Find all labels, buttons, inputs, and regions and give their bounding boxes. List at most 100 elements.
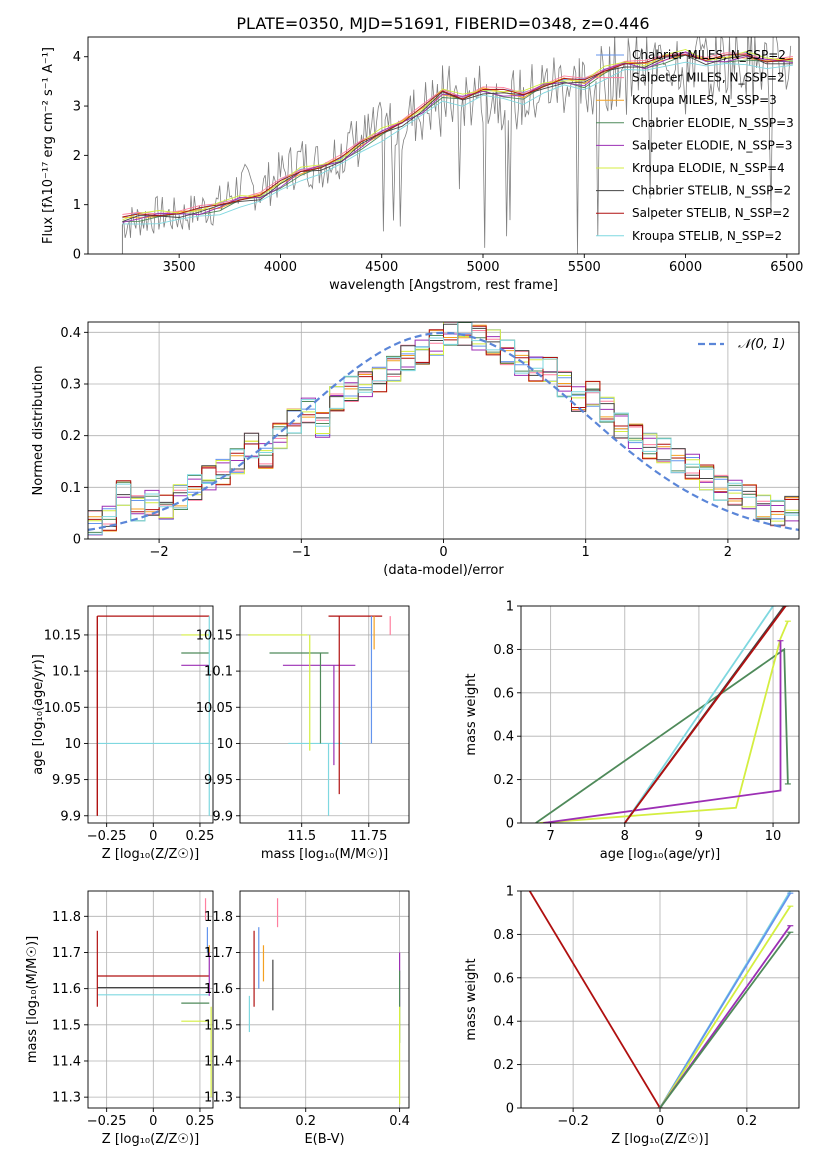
- y-tick-label: 1: [73, 198, 81, 213]
- y-tick-label: 0: [73, 533, 81, 548]
- y-tick-label: 0.2: [493, 1058, 514, 1073]
- x-tick-label: 4500: [365, 260, 398, 275]
- plot-area: [121, 37, 793, 254]
- y-tick-label: 10.1: [204, 665, 233, 680]
- series-line: [659, 892, 792, 1108]
- legend-label: 𝒩(0, 1): [738, 337, 785, 352]
- y-tick-label: 11.3: [204, 1091, 233, 1106]
- y-tick-label: 9.9: [212, 809, 233, 824]
- y-tick-label: 10: [216, 737, 233, 752]
- plot-area: [96, 898, 212, 1098]
- y-tick-label: 11.5: [52, 1018, 81, 1033]
- legend-label: Kroupa ELODIE, N_SSP=4: [632, 161, 785, 175]
- x-tick-label: 0: [149, 829, 157, 844]
- series-line: [543, 640, 782, 823]
- axes-frame: [239, 890, 410, 1109]
- y-axis-label: mass weight: [464, 673, 479, 755]
- massweight-vs-z-panel: −0.2 0 0.2 0 0.2 0.4 0.6 0.8 1 Z [log₁₀(Z/Z☉)] mas…: [464, 885, 800, 1147]
- x-tick-label: 0: [656, 1114, 664, 1129]
- series-line: [624, 606, 774, 823]
- legend-label: Chabrier MILES, N_SSP=2: [632, 48, 786, 62]
- y-tick-label: 0.2: [493, 773, 514, 788]
- axes-frame: [87, 36, 800, 255]
- series-line: [624, 606, 787, 823]
- y-tick-label: 1: [506, 600, 514, 615]
- model-spectrum-line: [122, 54, 793, 218]
- x-tick-label: 8: [621, 829, 629, 844]
- x-tick-label: 6000: [669, 260, 702, 275]
- axes-frame: [87, 605, 214, 824]
- x-tick-label: 1: [582, 545, 590, 560]
- x-axis-label: Z [log₁₀(Z/Z☉)]: [102, 1132, 199, 1147]
- legend-label: Chabrier STELIB, N_SSP=2: [632, 184, 791, 198]
- plot-area: [96, 615, 210, 816]
- y-axis-label: Normed distribution: [31, 366, 46, 496]
- grid: [88, 891, 213, 1108]
- x-axis-label: E(B-V): [304, 1132, 344, 1147]
- legend-label: Salpeter MILES, N_SSP=2: [632, 71, 785, 85]
- figure-title: PLATE=0350, MJD=51691, FIBERID=0348, z=0…: [236, 14, 649, 33]
- y-tick-label: 0: [506, 817, 514, 832]
- axes-frame: [520, 605, 800, 824]
- x-tick-label: −0.25: [87, 1114, 127, 1129]
- y-tick-label: 11.8: [52, 910, 81, 925]
- y-tick-label: 11.5: [204, 1018, 233, 1033]
- y-tick-label: 11.6: [52, 982, 81, 997]
- plot-area: [248, 898, 401, 1105]
- legend-label: Kroupa STELIB, N_SSP=2: [632, 229, 782, 243]
- x-tick-label: 6500: [770, 260, 803, 275]
- series-line: [659, 931, 792, 1108]
- axes-frame: [520, 890, 800, 1109]
- plot-area: [88, 322, 799, 536]
- y-tick-label: 0: [73, 248, 81, 263]
- x-tick-label: 3500: [163, 260, 196, 275]
- y-tick-label: 10.15: [196, 628, 233, 643]
- age-vs-z-panel: −0.25 0 0.25 9.9 9.95 10 10.05 10.1 10.15 Z [log₁…: [31, 605, 214, 862]
- y-tick-label: 3: [73, 100, 81, 115]
- y-tick-label: 9.9: [60, 809, 81, 824]
- y-tick-label: 0.6: [493, 971, 514, 986]
- x-tick-label: −2: [150, 545, 169, 560]
- x-axis-label: Z [log₁₀(Z/Z☉)]: [611, 1132, 708, 1147]
- x-axis-label: age [log₁₀(age/yr)]: [600, 847, 721, 862]
- residual-histogram: [88, 325, 799, 531]
- x-tick-label: 10: [765, 829, 782, 844]
- y-tick-label: 1: [506, 885, 514, 900]
- x-axis-label: (data-model)/error: [383, 563, 504, 578]
- y-tick-label: 11.4: [52, 1054, 81, 1069]
- x-tick-label: 0.25: [185, 829, 214, 844]
- y-tick-label: 10.15: [44, 628, 81, 643]
- y-tick-label: 11.7: [52, 946, 81, 961]
- series-line: [535, 647, 789, 823]
- y-tick-label: 0.8: [493, 928, 514, 943]
- x-tick-label: 0.25: [185, 1114, 214, 1129]
- y-tick-label: 10.05: [196, 701, 233, 716]
- mass-vs-z-panel: −0.25 0 0.25 11.3 11.4 11.5 11.6 11.7 11.8 Z [log…: [25, 890, 214, 1147]
- x-tick-label: −0.25: [87, 829, 127, 844]
- x-tick-label: 2: [724, 545, 732, 560]
- x-tick-label: 11.5: [287, 829, 316, 844]
- y-tick-label: 0: [506, 1102, 514, 1117]
- axes-frame: [239, 605, 410, 824]
- y-axis-label: age [log₁₀(age/yr)]: [31, 654, 46, 775]
- legend-label: Chabrier ELODIE, N_SSP=3: [632, 116, 794, 130]
- y-tick-label: 10.1: [52, 665, 81, 680]
- y-tick-label: 0.2: [60, 429, 81, 444]
- series-line: [539, 620, 789, 823]
- x-axis-label: Z [log₁₀(Z/Z☉)]: [102, 847, 199, 862]
- model-spectrum-line: [122, 54, 793, 219]
- y-tick-label: 0.4: [493, 1015, 514, 1030]
- series-line: [659, 905, 792, 1108]
- axes-frame: [87, 321, 800, 540]
- x-tick-label: 5500: [568, 260, 601, 275]
- y-tick-label: 0.4: [60, 326, 81, 341]
- y-tick-label: 10: [64, 737, 81, 752]
- y-tick-label: 2: [73, 149, 81, 164]
- y-tick-label: 11.8: [204, 910, 233, 925]
- y-tick-label: 9.95: [204, 773, 233, 788]
- x-tick-label: 0: [149, 1114, 157, 1129]
- residual-histogram: [88, 322, 799, 535]
- y-tick-label: 11.3: [52, 1091, 81, 1106]
- y-tick-label: 11.6: [204, 982, 233, 997]
